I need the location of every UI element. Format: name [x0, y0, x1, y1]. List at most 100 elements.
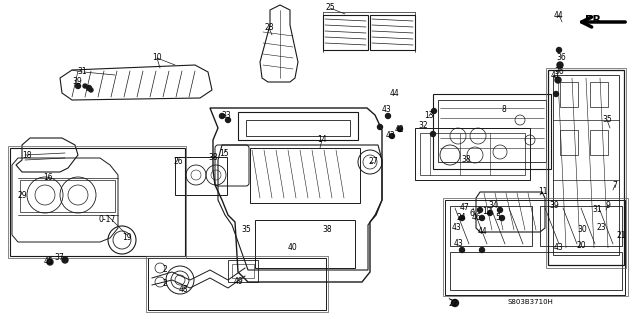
Text: 43: 43: [454, 239, 464, 248]
Text: 23: 23: [596, 224, 606, 233]
Circle shape: [497, 207, 502, 212]
Text: 35: 35: [241, 226, 251, 234]
Bar: [415, 128, 530, 180]
Circle shape: [460, 248, 465, 253]
Circle shape: [225, 117, 230, 122]
Bar: [250, 148, 360, 203]
Bar: [146, 256, 328, 312]
Text: 43: 43: [553, 243, 563, 253]
Circle shape: [477, 207, 483, 212]
Bar: [540, 206, 622, 246]
Circle shape: [47, 259, 53, 265]
Bar: [560, 82, 578, 107]
Text: 29: 29: [17, 191, 27, 201]
Bar: [8, 146, 186, 258]
Text: 37: 37: [54, 253, 64, 262]
Text: 12: 12: [483, 207, 492, 217]
Circle shape: [62, 257, 68, 263]
Text: 40: 40: [287, 243, 297, 253]
Circle shape: [431, 108, 436, 114]
Bar: [590, 82, 608, 107]
Text: 14: 14: [317, 136, 327, 145]
Text: 9: 9: [605, 201, 611, 210]
Bar: [450, 206, 532, 246]
Text: 31: 31: [77, 68, 87, 77]
Text: 30: 30: [577, 226, 587, 234]
Bar: [443, 198, 628, 296]
Bar: [323, 15, 368, 50]
Bar: [548, 70, 624, 265]
Text: 32: 32: [418, 122, 428, 130]
Text: 48: 48: [178, 285, 188, 293]
Text: 6: 6: [470, 209, 474, 218]
Circle shape: [86, 85, 92, 91]
Text: 43: 43: [451, 224, 461, 233]
Bar: [246, 120, 350, 136]
Bar: [175, 157, 227, 195]
Circle shape: [488, 211, 493, 216]
Text: 45: 45: [44, 257, 54, 266]
Bar: [438, 100, 546, 162]
Text: 44: 44: [554, 11, 564, 19]
Text: 43: 43: [386, 131, 396, 140]
Circle shape: [385, 114, 390, 118]
Text: 41: 41: [550, 71, 560, 80]
Text: 16: 16: [43, 174, 53, 182]
Text: 47: 47: [459, 203, 469, 211]
Text: 25: 25: [325, 4, 335, 12]
Text: 2: 2: [163, 265, 168, 275]
Text: 26: 26: [173, 157, 183, 166]
Text: 15: 15: [219, 149, 229, 158]
Text: 39: 39: [549, 201, 559, 210]
Text: 38: 38: [322, 226, 332, 234]
Circle shape: [479, 248, 484, 253]
Text: 44: 44: [478, 227, 488, 236]
Text: 38: 38: [208, 153, 218, 162]
Text: 7: 7: [612, 181, 618, 189]
Bar: [553, 75, 619, 255]
Circle shape: [557, 62, 563, 68]
Text: 21: 21: [616, 232, 626, 241]
Bar: [228, 260, 258, 282]
Text: 42: 42: [394, 124, 404, 133]
Circle shape: [479, 216, 484, 220]
Text: 33: 33: [221, 110, 231, 120]
Bar: [238, 112, 358, 140]
Text: 19: 19: [122, 234, 132, 242]
Text: 0-17: 0-17: [99, 216, 116, 225]
Text: 11: 11: [538, 188, 548, 197]
Bar: [255, 220, 355, 268]
Bar: [445, 200, 625, 295]
Bar: [420, 133, 525, 175]
Circle shape: [555, 77, 561, 83]
Bar: [450, 252, 622, 290]
Text: 22: 22: [448, 299, 458, 308]
Text: 43: 43: [382, 105, 392, 114]
Text: 39: 39: [72, 78, 82, 86]
Bar: [560, 130, 578, 155]
Text: 36: 36: [554, 68, 564, 77]
Text: 44: 44: [390, 90, 400, 99]
Text: 28: 28: [264, 24, 274, 33]
Text: FR.: FR.: [585, 15, 605, 25]
Text: S803B3710H: S803B3710H: [507, 299, 553, 305]
Circle shape: [431, 131, 435, 137]
Text: 38: 38: [461, 155, 471, 165]
Circle shape: [220, 114, 225, 118]
Bar: [232, 264, 254, 278]
Circle shape: [76, 84, 81, 88]
Text: 10: 10: [152, 54, 162, 63]
Circle shape: [83, 84, 87, 88]
Circle shape: [378, 124, 383, 130]
Bar: [546, 68, 626, 268]
Text: 27: 27: [368, 158, 378, 167]
Circle shape: [557, 48, 561, 53]
Text: 49: 49: [234, 277, 244, 286]
Text: 35: 35: [602, 115, 612, 124]
Text: 36: 36: [556, 54, 566, 63]
Bar: [148, 258, 326, 310]
Bar: [20, 180, 115, 212]
Circle shape: [554, 92, 559, 97]
Text: 34: 34: [488, 202, 498, 211]
Circle shape: [390, 133, 394, 138]
